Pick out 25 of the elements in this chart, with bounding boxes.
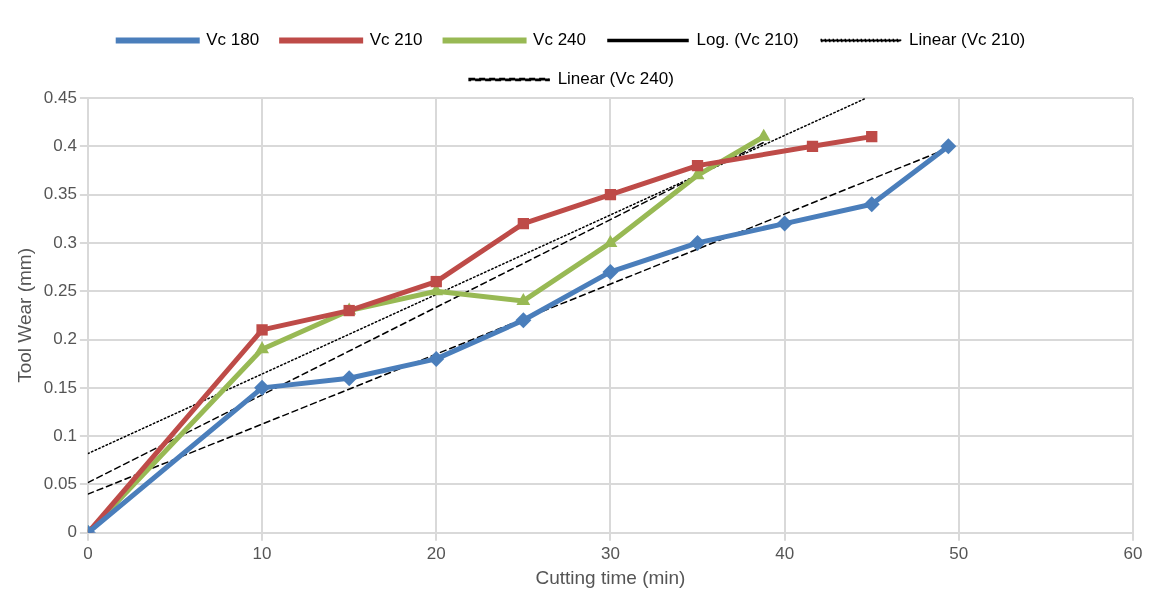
x-axis-title: Cutting time (min) xyxy=(535,566,686,588)
y-tick-label: 0.3 xyxy=(53,232,77,252)
x-tick-label: 60 xyxy=(1123,543,1143,563)
y-tick-label: 0.15 xyxy=(43,377,77,397)
x-tick-label: 40 xyxy=(775,543,795,563)
legend-label: Linear (Vc 240) xyxy=(557,69,674,89)
y-tick-label: 0.25 xyxy=(43,280,77,300)
y-tick-label: 0.2 xyxy=(53,329,77,349)
x-tick-label: 10 xyxy=(252,543,272,563)
x-tick-label: 0 xyxy=(83,543,93,563)
x-tick-label: 20 xyxy=(426,543,446,563)
legend-label: Vc 210 xyxy=(369,30,423,50)
x-tick-label: 30 xyxy=(600,543,620,563)
legend-label: Vc 180 xyxy=(206,30,260,50)
y-tick-label: 0 xyxy=(67,522,77,542)
y-tick-label: 0.1 xyxy=(53,425,77,445)
y-tick-label: 0.35 xyxy=(43,184,77,204)
y-tick-label: 0.4 xyxy=(53,136,77,155)
y-tick-label: 0.45 xyxy=(43,87,77,107)
y-tick-label: 0.05 xyxy=(43,474,77,494)
y-axis-title: Tool Wear (mm) xyxy=(13,248,35,383)
legend-label: Vc 240 xyxy=(533,30,587,50)
legend-label: Log. (Vc 210) xyxy=(696,30,799,50)
legend-label: Linear (Vc 210) xyxy=(909,30,1026,50)
x-tick-label: 50 xyxy=(949,543,969,563)
